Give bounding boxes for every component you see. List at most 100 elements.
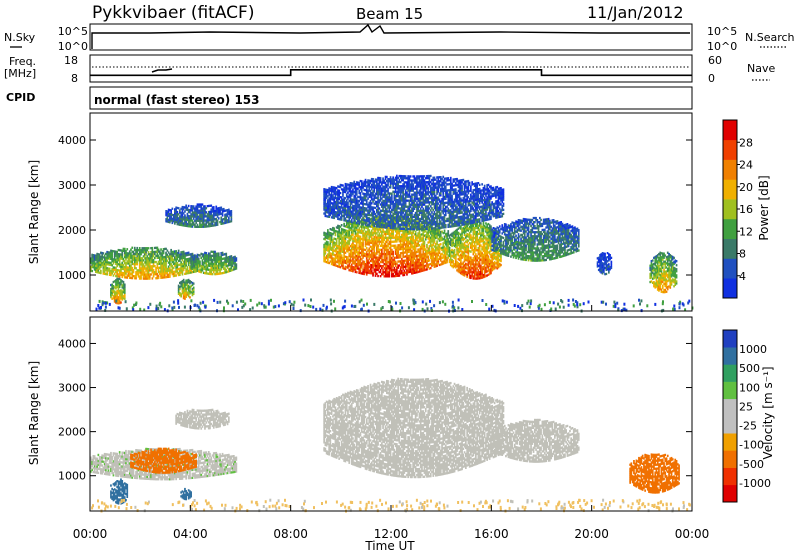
heatmap-cell [98,271,101,274]
heatmap-cell [185,262,187,265]
heatmap-cell [381,267,383,270]
heatmap-cell [191,257,194,260]
heatmap-cell [165,257,167,261]
heatmap-cell [147,275,150,278]
heatmap-cell [123,270,126,273]
heatmap-cell [194,258,196,261]
heatmap-cell [338,189,340,192]
heatmap-cell [137,259,140,262]
heatmap-cell [392,234,394,237]
heatmap-cell [141,261,144,264]
heatmap-cell [137,273,140,276]
heatmap-cell [330,236,333,239]
heatmap-cell [174,272,176,275]
heatmap-cell [398,274,401,277]
heatmap-cell [138,247,141,250]
heatmap-cell [190,259,192,262]
heatmap-cell [155,269,157,272]
heatmap-cell [128,252,131,255]
heatmap-cell [141,247,144,250]
heatmap-cell [141,273,144,276]
heatmap-cell [500,255,502,259]
heatmap-cell [160,266,162,269]
heatmap-cell [91,257,93,260]
freq-panel: Freq. [MHz] 18 8 60 0 Nave [4,54,775,85]
heatmap-cell [106,257,108,260]
freq-unit-label: [MHz] [4,67,36,80]
heatmap-cell [185,268,187,271]
heatmap-cell [196,255,199,258]
heatmap-cell [110,261,112,265]
heatmap-cell [176,264,179,267]
heatmap-cell [132,256,135,260]
heatmap-cell [157,254,160,257]
heatmap-cell [98,267,101,270]
heatmap-cell [123,251,126,255]
heatmap-cell [439,233,442,236]
heatmap-cell [105,252,107,255]
heatmap-cell [148,275,151,278]
heatmap-cell [179,257,181,260]
heatmap-cell [174,250,176,253]
cpid-mode-text: normal (fast stereo) 153 [94,93,260,107]
heatmap-cell [120,249,122,252]
heatmap-cell [150,273,152,276]
heatmap-cell [156,262,159,266]
heatmap-cell [126,268,129,271]
heatmap-cell [190,253,192,256]
heatmap-cell [165,263,167,267]
heatmap-cell [167,257,170,260]
heatmap-cell [123,253,126,257]
heatmap-cell [194,268,196,272]
heatmap-cell [478,246,481,249]
heatmap-cell [138,269,141,272]
heatmap-cell [141,259,144,262]
heatmap-cell [133,258,136,262]
heatmap-cell [184,252,186,255]
heatmap-cell [169,257,171,260]
heatmap-cell [191,209,194,212]
heatmap-cell [384,234,387,237]
heatmap-cell [446,261,448,264]
heatmap-cell [447,230,450,233]
heatmap-cell [182,260,185,264]
heatmap-cell [175,274,177,277]
heatmap-cell [352,233,354,236]
heatmap-cell [112,250,115,253]
heatmap-cell [480,222,482,225]
heatmap-cell [118,253,121,256]
heatmap-cell [120,265,122,268]
heatmap-cell [177,263,180,267]
heatmap-cell [192,266,195,269]
heatmap-cell [142,251,145,254]
heatmap-cell [112,274,115,277]
heatmap-cell [174,264,176,267]
heatmap-cell [165,267,167,271]
heatmap-cell [146,273,149,276]
heatmap-cell [143,255,146,258]
heatmap-cell [235,265,238,268]
heatmap-cell [125,252,127,255]
heatmap-cell [181,263,184,266]
nsearch-label: N.Search [745,31,795,44]
heatmap-cell [191,263,194,267]
heatmap-cell [148,263,151,266]
heatmap-cell [172,250,175,253]
heatmap-cell [179,263,181,266]
heatmap-cell [186,270,189,273]
heatmap-cell [160,248,162,251]
heatmap-cell [189,271,191,274]
heatmap-cell [194,270,196,273]
heatmap-cell [180,253,182,256]
heatmap-cell [117,248,120,252]
heatmap-cell [487,255,490,258]
heatmap-cell [126,254,129,257]
heatmap-cell [112,258,115,261]
heatmap-cell [338,229,340,232]
heatmap-cell [107,267,110,270]
heatmap-cell [177,253,180,256]
heatmap-cell [192,290,195,293]
heatmap-cell [335,242,338,245]
heatmap-cell [478,228,481,231]
